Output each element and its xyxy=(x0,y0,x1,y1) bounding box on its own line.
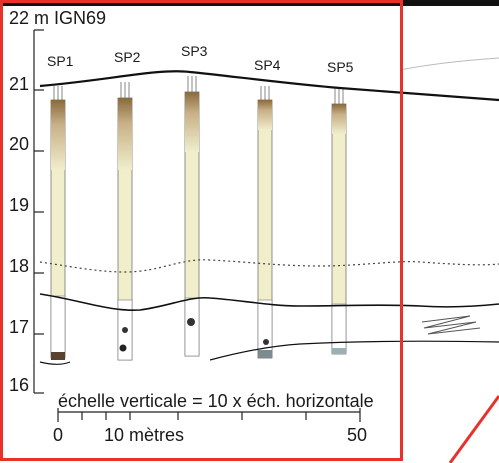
core-label-sp2: SP2 xyxy=(114,49,141,65)
y-tick-21: 21 xyxy=(9,74,30,94)
core-sp1 xyxy=(50,99,66,360)
lower-horizon xyxy=(209,340,499,361)
y-tick-17: 17 xyxy=(9,317,30,337)
highlight-leader-line xyxy=(448,395,499,463)
core-sp5 xyxy=(331,103,347,355)
scale-note: échelle verticale = 10 x éch. horizontal… xyxy=(58,391,374,411)
core-sp3 xyxy=(184,91,200,357)
scale-bar-ticks xyxy=(57,408,361,422)
core-label-sp5: SP5 xyxy=(327,59,354,75)
y-tick-19: 19 xyxy=(9,195,30,215)
vertical-unit-label: 22 m IGN69 xyxy=(9,8,107,28)
core-label-sp4: SP4 xyxy=(254,57,281,73)
core-sp2 xyxy=(117,97,133,361)
y-axis-ticks xyxy=(34,29,44,394)
y-tick-20: 20 xyxy=(9,134,30,154)
core-label-sp3: SP3 xyxy=(181,43,208,59)
top-bar xyxy=(0,0,499,6)
ground-surface-faint xyxy=(399,57,499,71)
scale-label-0: 0 xyxy=(53,425,64,445)
dotted-horizon xyxy=(39,259,499,273)
base-line xyxy=(39,361,71,365)
y-tick-18: 18 xyxy=(9,256,30,276)
scale-label-50: 50 xyxy=(347,425,368,445)
zigzag-symbol xyxy=(421,315,481,335)
core-heads xyxy=(53,76,344,104)
ground-surface-line xyxy=(39,70,499,102)
core-sp4 xyxy=(257,99,273,359)
y-tick-16: 16 xyxy=(9,375,30,395)
solid-horizon xyxy=(39,293,499,312)
core-label-sp1: SP1 xyxy=(47,53,74,69)
scale-label-10m: 10 mètres xyxy=(104,425,185,445)
